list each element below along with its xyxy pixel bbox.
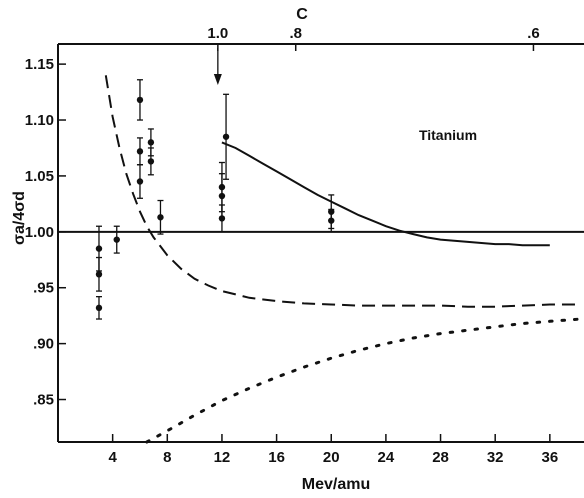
solid-curve <box>221 141 550 247</box>
point-marker <box>136 178 144 185</box>
x-tick-label: 4 <box>108 449 117 466</box>
point-marker <box>95 271 103 278</box>
arrow-head <box>213 74 222 85</box>
data-point <box>136 137 144 166</box>
point-marker <box>218 215 226 222</box>
point-marker <box>328 217 335 224</box>
x-tick-label: 36 <box>542 449 559 466</box>
point-marker <box>222 133 230 140</box>
top-tick-label: 1.0 <box>207 25 228 42</box>
top-tick-label: .6 <box>527 25 540 42</box>
data-point <box>157 199 164 235</box>
x-tick-label: 20 <box>323 449 340 466</box>
x-tick-label: 32 <box>487 449 504 466</box>
data-point <box>218 204 226 233</box>
point-marker <box>113 236 120 243</box>
x-tick-label: 28 <box>432 449 449 466</box>
y-tick-label: .95 <box>33 280 54 297</box>
data-point <box>95 296 103 320</box>
y-tick-label: 1.05 <box>25 168 54 185</box>
point-marker <box>157 214 164 221</box>
y-tick-label: 1.00 <box>25 224 54 241</box>
top-axis-label: C <box>296 6 308 23</box>
top-tick-label: .8 <box>289 25 302 42</box>
y-tick-label: .85 <box>33 392 54 409</box>
x-axis-label: Mev/amu <box>302 476 370 493</box>
x-tick-label: 8 <box>163 449 171 466</box>
data-point <box>328 208 335 233</box>
point-marker <box>95 304 103 312</box>
data-point <box>136 79 144 121</box>
data-point <box>113 225 120 254</box>
point-marker <box>218 192 226 200</box>
series-annotation: Titanium <box>419 127 477 143</box>
x-tick-label: 12 <box>214 449 231 466</box>
y-tick-label: .90 <box>33 336 54 353</box>
y-tick-label: 1.15 <box>25 56 54 73</box>
point-marker <box>147 139 155 146</box>
data-points <box>95 79 335 320</box>
data-point <box>147 147 155 176</box>
plot-frame <box>57 43 584 443</box>
data-point <box>222 93 230 180</box>
y-axis-label: σa/4σd <box>11 191 28 245</box>
y-tick-label: 1.10 <box>25 112 54 129</box>
ticks-layer: 4 8 12 16 20 24 28 32 36 .85 .90 .95 1.00 1.05 1.10 1.1… <box>25 25 558 466</box>
point-marker <box>136 96 144 104</box>
data-point <box>95 256 103 292</box>
dotted-curve <box>145 317 583 444</box>
dashed-curve <box>104 75 578 308</box>
data-point <box>136 164 144 199</box>
point-marker <box>147 158 155 165</box>
point-marker <box>136 148 144 155</box>
x-tick-label: 16 <box>268 449 285 466</box>
x-tick-label: 24 <box>378 449 395 466</box>
series-layer <box>104 75 583 444</box>
point-marker <box>95 245 103 252</box>
